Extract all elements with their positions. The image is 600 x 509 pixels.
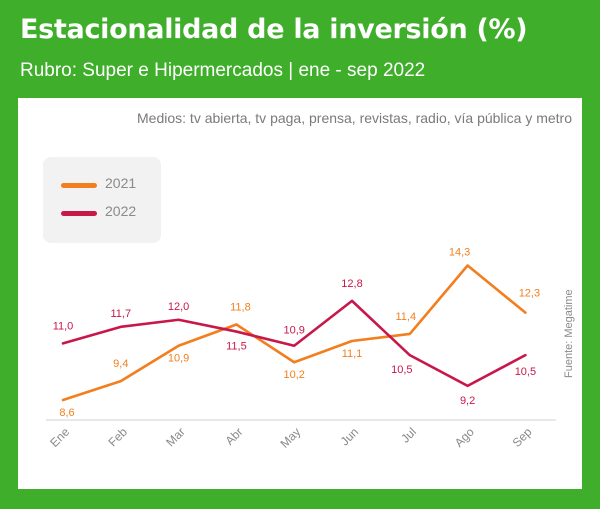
- x-tick-label: Jul: [398, 425, 419, 446]
- data-label-2021: 11,8: [230, 301, 251, 313]
- x-tick-label: Jun: [338, 425, 362, 449]
- source-text: Fuente: Megatime: [563, 289, 575, 378]
- data-label-2022: 11,5: [226, 341, 247, 353]
- x-tick-label: Ago: [452, 425, 477, 450]
- series-line-2022: [61, 299, 527, 388]
- data-label-2022: 10,5: [515, 366, 536, 378]
- data-label-2021: 9,4: [113, 358, 128, 370]
- x-tick-label: May: [277, 425, 303, 451]
- x-tick-label: Ene: [47, 425, 72, 450]
- x-tick-label: Abr: [222, 425, 245, 448]
- legend-swatch-2022: [61, 211, 97, 216]
- data-label-2021: 12,3: [519, 288, 540, 300]
- media-note: Medios: tv abierta, tv paga, prensa, rev…: [137, 110, 572, 126]
- data-label-2022: 12,8: [341, 278, 362, 290]
- chart-panel: Medios: tv abierta, tv paga, prensa, rev…: [18, 98, 582, 489]
- chart-title: Estacionalidad de la inversión (%): [20, 14, 528, 45]
- legend-label-2022: 2022: [105, 203, 137, 219]
- data-label-2022: 11,7: [111, 308, 132, 320]
- series-line-2021: [61, 264, 527, 402]
- data-label-2021: 11,1: [342, 348, 363, 360]
- legend-label-2021: 2021: [105, 175, 137, 191]
- data-label-2021: 8,6: [59, 407, 74, 419]
- x-tick-label: Mar: [163, 425, 188, 450]
- x-tick-label: Sep: [510, 425, 535, 450]
- x-tick-label: Feb: [105, 425, 130, 450]
- chart-subtitle: Rubro: Super e Hipermercados | ene - sep…: [20, 60, 426, 81]
- data-label-2021: 14,3: [449, 246, 470, 258]
- data-label-2022: 12,0: [168, 301, 189, 313]
- legend: 2021 2022: [43, 157, 161, 243]
- data-label-2021: 10,9: [168, 353, 189, 365]
- data-label-2022: 10,5: [391, 364, 412, 376]
- legend-swatch-2021: [61, 183, 97, 188]
- data-label-2022: 9,2: [460, 395, 475, 407]
- data-label-2022: 11,0: [53, 320, 74, 332]
- data-label-2021: 10,2: [283, 369, 304, 381]
- line-chart: Ene Feb Mar Abr May Jun Jul Ago Sep 8,6 9,4 10,9 11,…: [46, 246, 556, 451]
- data-label-2022: 10,9: [283, 325, 304, 337]
- data-label-2021: 11,4: [396, 311, 417, 323]
